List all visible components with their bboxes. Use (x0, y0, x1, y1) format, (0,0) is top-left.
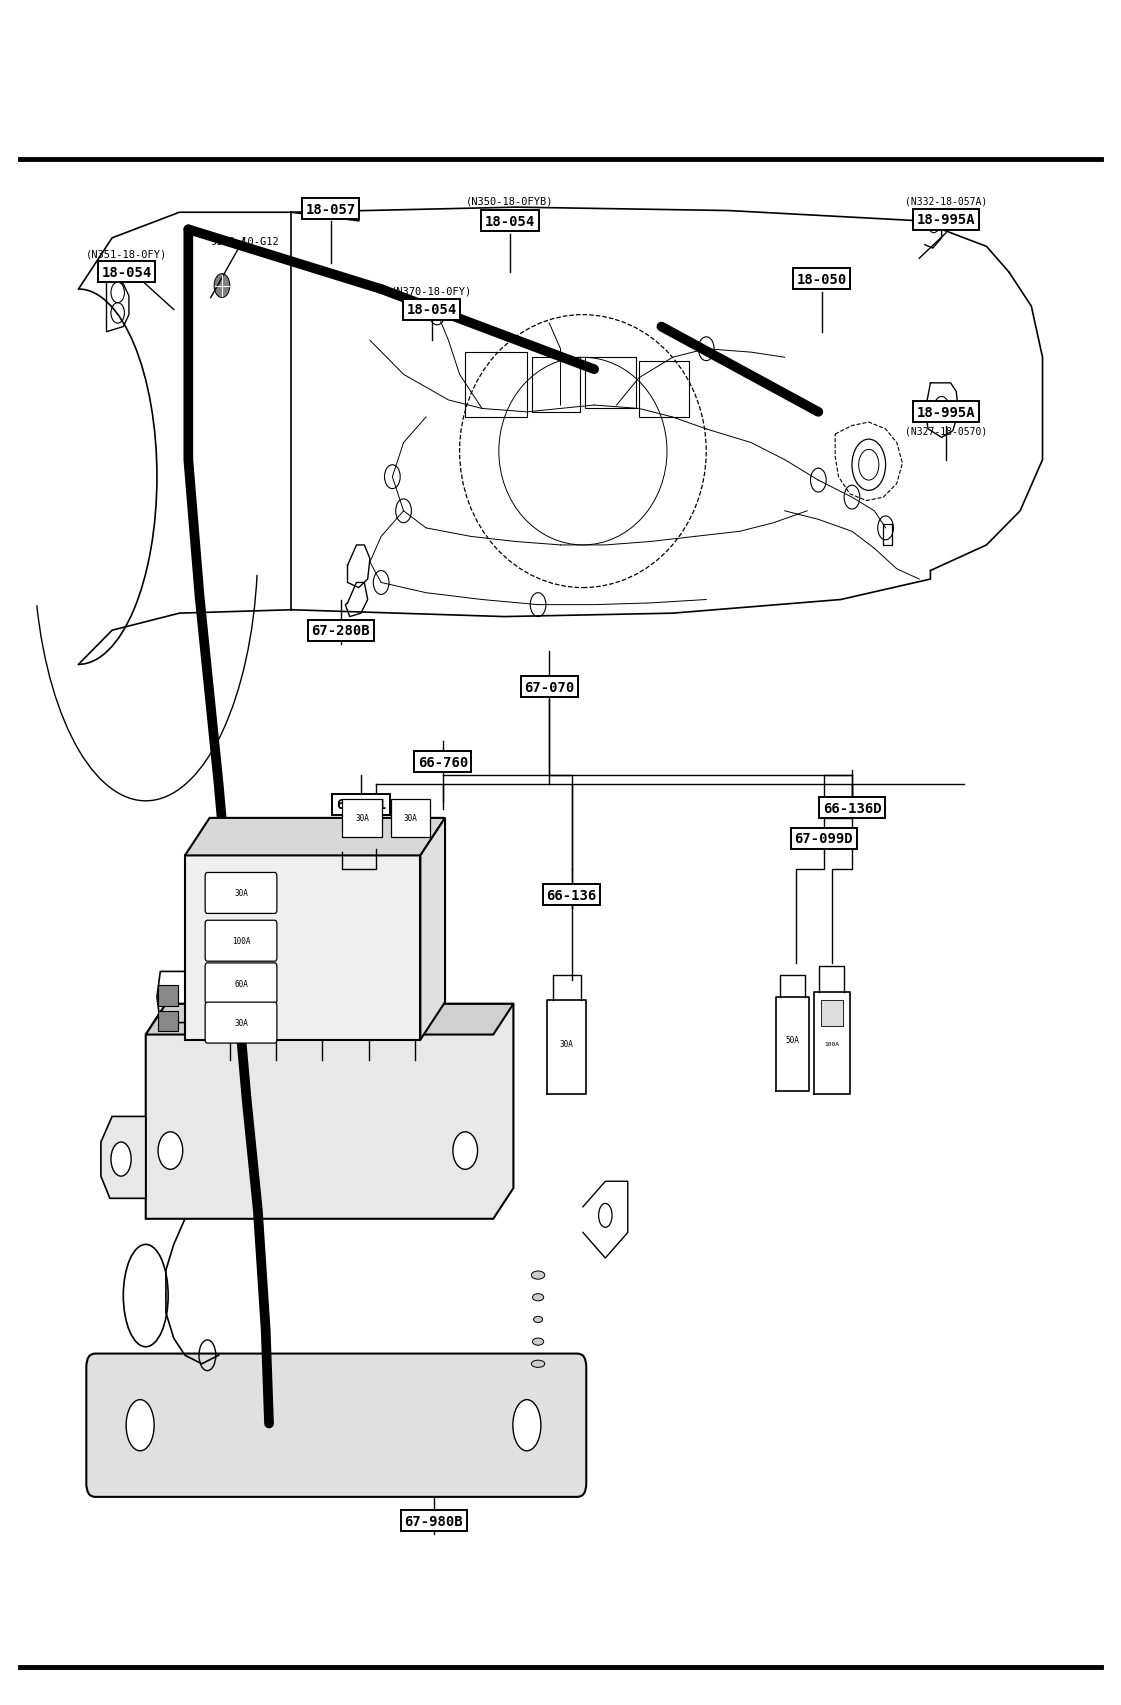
Ellipse shape (534, 1316, 543, 1323)
Polygon shape (420, 818, 445, 1040)
Text: (N351-18-0FY): (N351-18-0FY) (86, 249, 167, 259)
Polygon shape (146, 1004, 513, 1035)
Text: (N350-18-0FYB): (N350-18-0FYB) (466, 196, 554, 206)
Circle shape (214, 275, 230, 298)
Ellipse shape (512, 1400, 541, 1451)
Text: 66-761: 66-761 (336, 798, 386, 812)
Polygon shape (185, 856, 420, 1040)
Text: (N370-18-0FY): (N370-18-0FY) (391, 286, 472, 297)
Text: (N327-18-0570): (N327-18-0570) (905, 426, 988, 436)
Text: 18-050: 18-050 (797, 273, 846, 286)
Bar (342, 800, 381, 837)
Ellipse shape (453, 1132, 478, 1170)
Polygon shape (146, 1004, 513, 1219)
Text: 30A: 30A (355, 813, 369, 824)
Text: 18-054: 18-054 (485, 215, 535, 228)
Text: 50A: 50A (786, 1035, 799, 1045)
Text: 67-280B: 67-280B (312, 624, 370, 638)
FancyBboxPatch shape (205, 873, 277, 914)
Polygon shape (185, 818, 445, 856)
Ellipse shape (531, 1361, 545, 1367)
FancyBboxPatch shape (205, 921, 277, 962)
Text: 18-054: 18-054 (407, 303, 456, 317)
Ellipse shape (532, 1294, 544, 1301)
Text: 67-980B: 67-980B (405, 1514, 463, 1528)
Text: 18-054: 18-054 (102, 266, 151, 280)
Text: 67-099D: 67-099D (795, 832, 853, 846)
Text: 18-995A: 18-995A (917, 406, 975, 419)
Polygon shape (101, 1117, 146, 1199)
Bar (390, 800, 429, 837)
Text: 30A: 30A (234, 888, 248, 899)
Bar (158, 1011, 178, 1032)
FancyBboxPatch shape (205, 963, 277, 1004)
Ellipse shape (531, 1272, 545, 1279)
Text: 30A: 30A (559, 1038, 574, 1049)
Bar (639, 361, 689, 418)
Text: 66-760: 66-760 (418, 755, 467, 769)
Text: 67-070: 67-070 (525, 680, 574, 694)
Ellipse shape (532, 1338, 544, 1345)
Ellipse shape (126, 1400, 154, 1451)
Text: 18-057: 18-057 (306, 203, 355, 217)
Text: 30A: 30A (404, 813, 417, 824)
Bar (585, 358, 636, 409)
Text: 60A: 60A (234, 979, 248, 989)
Text: 30A: 30A (234, 1018, 248, 1028)
Text: 100A: 100A (824, 1042, 840, 1045)
Bar (532, 358, 580, 413)
Text: 18-995A: 18-995A (917, 213, 975, 227)
Text: 66-136: 66-136 (547, 888, 596, 902)
Bar (821, 1001, 843, 1026)
Bar (465, 353, 527, 418)
Text: 66-136D: 66-136D (823, 801, 881, 815)
Ellipse shape (111, 1142, 131, 1176)
Ellipse shape (158, 1132, 183, 1170)
Text: 9979-10-G12: 9979-10-G12 (210, 237, 279, 247)
FancyBboxPatch shape (205, 1003, 277, 1043)
Text: 100A: 100A (232, 936, 250, 946)
Text: (N332-18-057A): (N332-18-057A) (905, 196, 988, 206)
Bar (158, 985, 178, 1006)
FancyBboxPatch shape (86, 1354, 586, 1497)
